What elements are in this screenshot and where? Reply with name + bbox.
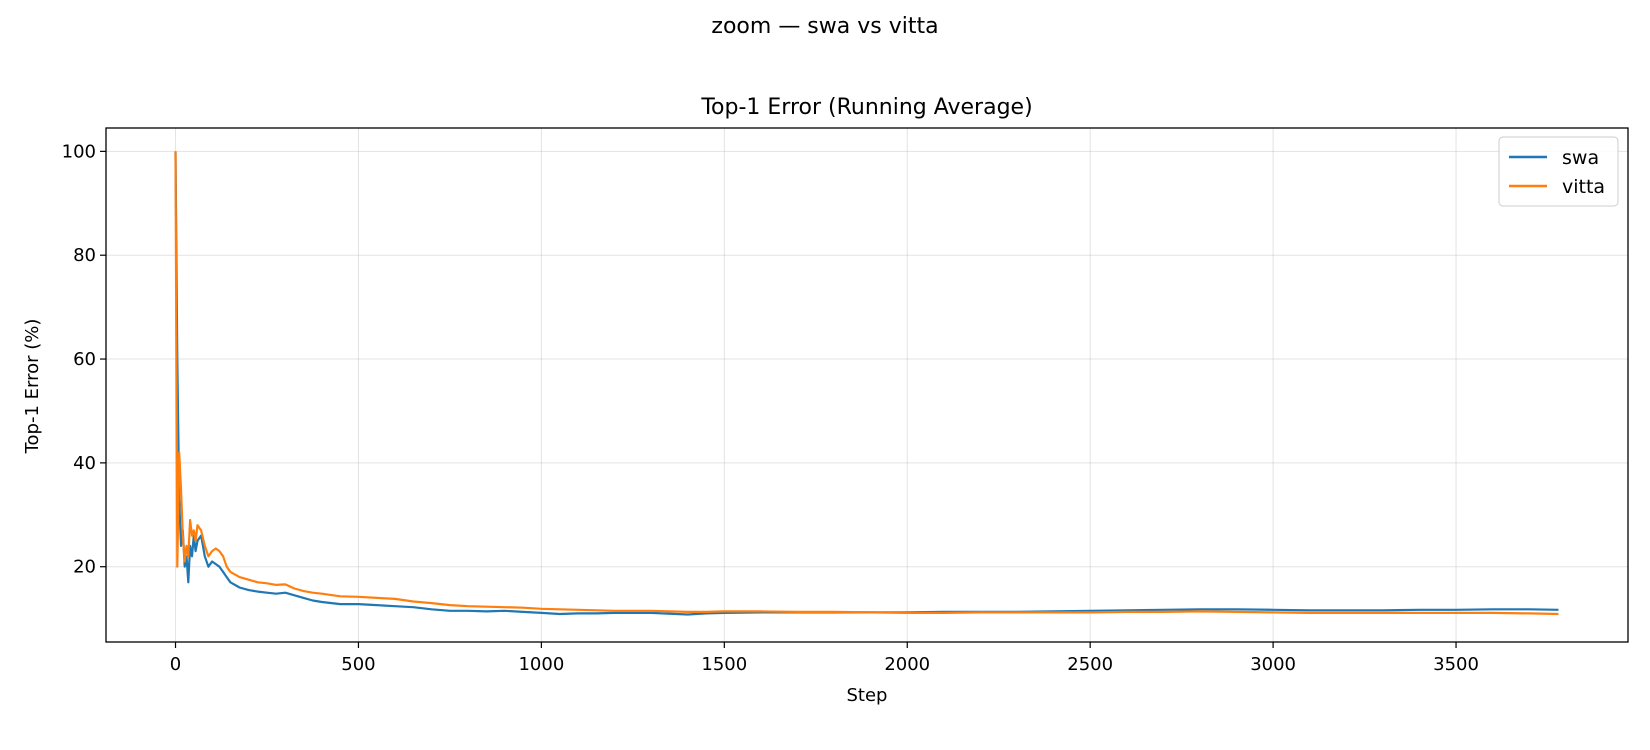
y-axis-label: Top-1 Error (%) <box>22 319 43 455</box>
x-tick-label: 1000 <box>518 654 564 675</box>
x-tick-label: 3500 <box>1433 654 1479 675</box>
legend-label-swa: swa <box>1562 147 1599 169</box>
x-tick-label: 500 <box>341 654 375 675</box>
y-tick-label: 80 <box>73 245 96 266</box>
plot-frame <box>105 127 1629 643</box>
legend: swa vitta <box>1498 136 1619 207</box>
series-line-vitta <box>174 151 1559 616</box>
y-tick-label: 100 <box>62 141 96 162</box>
grid-layer <box>106 128 1628 642</box>
x-tick-label: 2500 <box>1067 654 1113 675</box>
legend-label-vitta: vitta <box>1562 176 1605 198</box>
x-axis-label: Step <box>847 685 888 706</box>
y-tick-label: 40 <box>73 453 96 474</box>
x-tick-label: 3000 <box>1250 654 1296 675</box>
legend-box <box>1498 136 1619 207</box>
chart-title: Top-1 Error (Running Average) <box>700 95 1032 120</box>
figure-suptitle: zoom — swa vs vitta <box>711 14 938 39</box>
series-layer <box>174 151 1559 616</box>
x-tick-label: 0 <box>170 654 181 675</box>
x-tick-label: 1500 <box>701 654 747 675</box>
series-line-swa <box>174 151 1559 616</box>
tick-layer: 0 500 1000 1500 2000 2500 3000 3500 20 40 60 80 100 <box>62 141 1479 675</box>
x-tick-label: 2000 <box>884 654 930 675</box>
y-tick-label: 20 <box>73 557 96 578</box>
y-tick-label: 60 <box>73 349 96 370</box>
